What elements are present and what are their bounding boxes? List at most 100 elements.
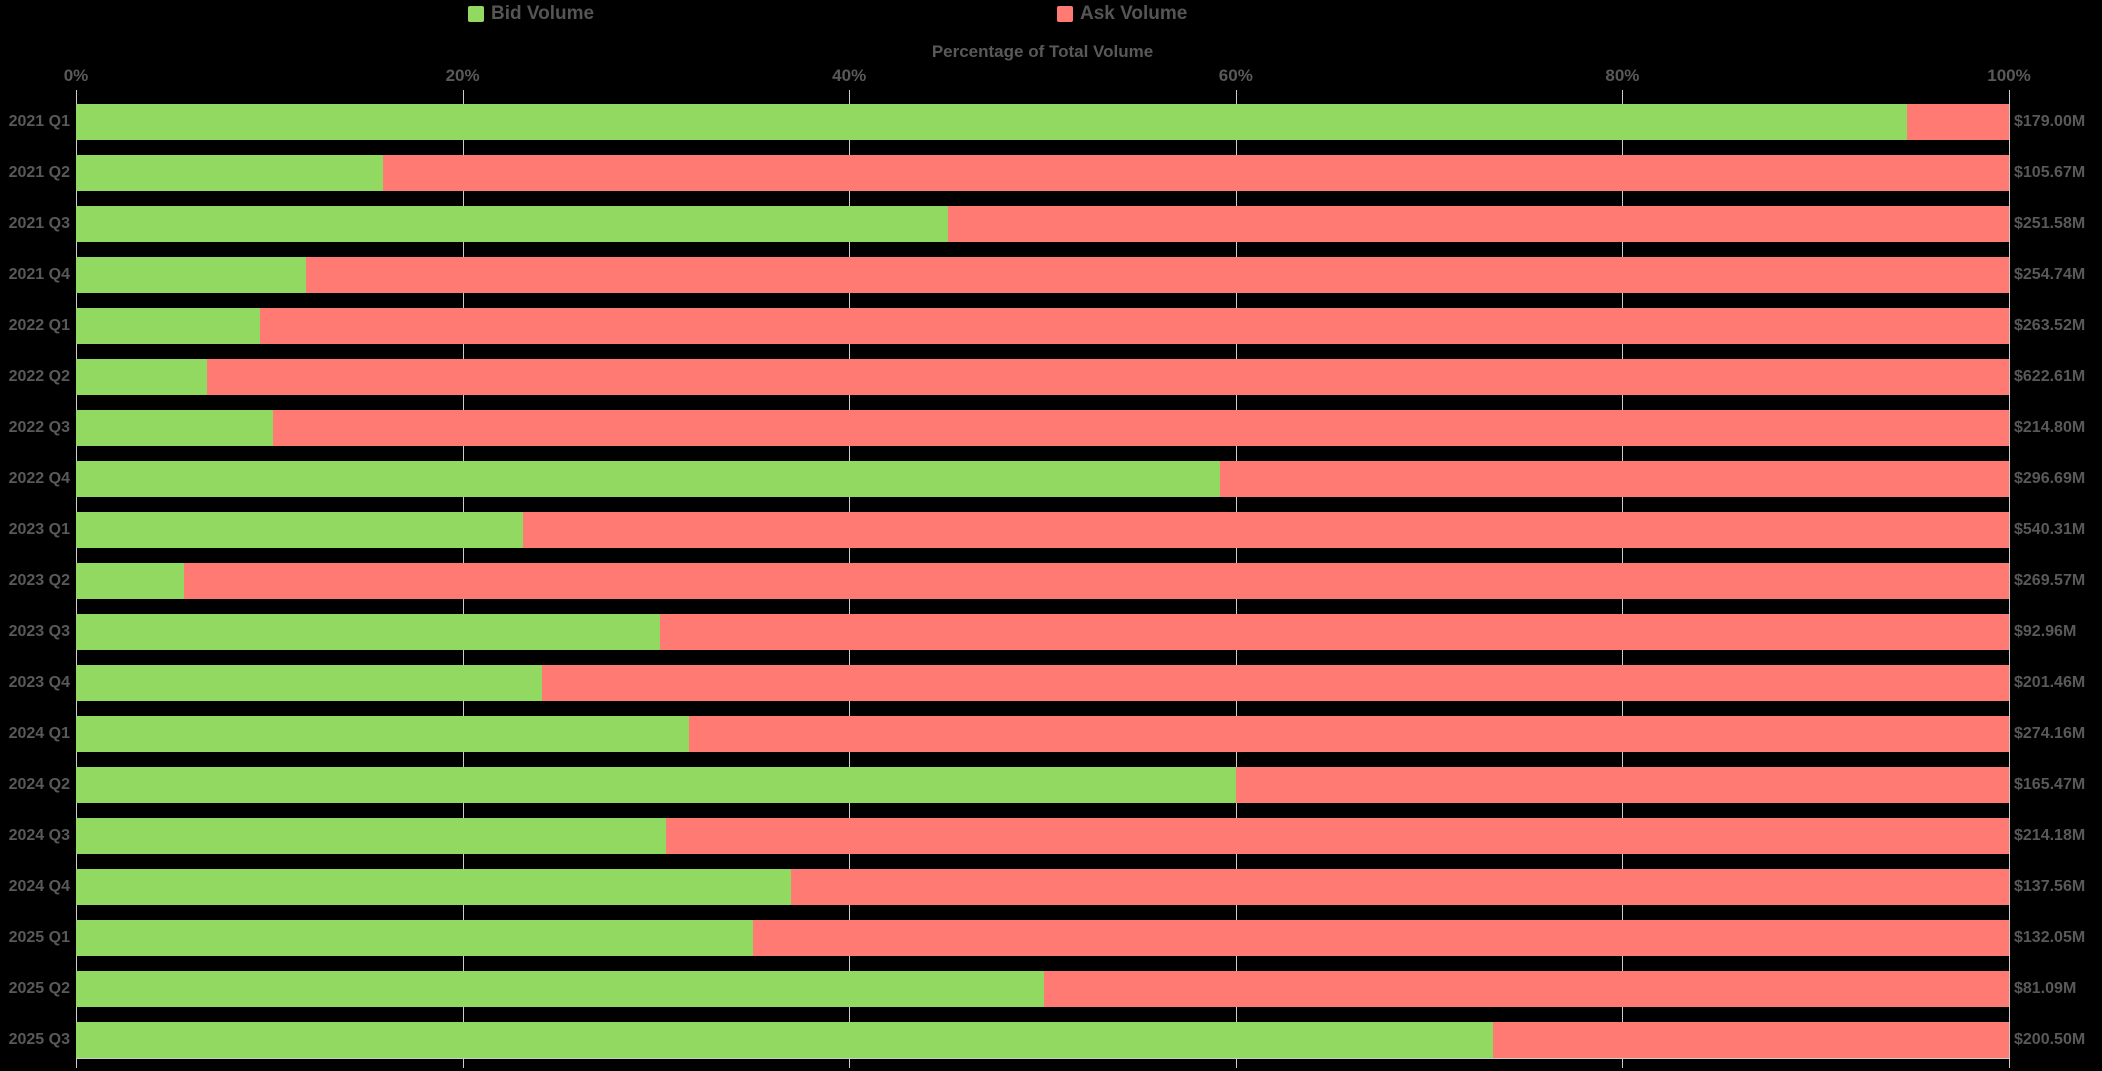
bid-bar-segment[interactable] <box>76 410 273 446</box>
ask-bar-segment[interactable] <box>948 206 2009 242</box>
x-tick-label: 0% <box>63 66 89 85</box>
bid-bar-segment[interactable] <box>76 665 542 701</box>
x-axis-title: Percentage of Total Volume <box>931 42 1154 61</box>
total-value-label: $251.58M <box>2014 215 2086 232</box>
total-value-label: $269.57M <box>2014 572 2086 589</box>
ask-volume-swatch-icon <box>1057 6 1073 22</box>
row-label: 2025 Q3 <box>8 1031 70 1048</box>
ask-volume-legend-label: Ask Volume <box>1080 3 1188 24</box>
ask-bar-segment[interactable] <box>753 920 2009 956</box>
total-value-label: $179.00M <box>2014 113 2086 130</box>
axis-tick-nub <box>849 1059 850 1068</box>
bid-bar-segment[interactable] <box>76 308 260 344</box>
x-tick-label: 80% <box>1605 66 1640 85</box>
x-axis-line <box>76 1058 2010 1059</box>
bid-volume-legend-label: Bid Volume <box>491 3 595 24</box>
legend-item-bid-volume[interactable]: Bid Volume <box>468 2 594 26</box>
bid-bar-segment[interactable] <box>76 614 660 650</box>
ask-bar-segment[interactable] <box>523 512 2009 548</box>
x-tick-label: 60% <box>1218 66 1253 85</box>
total-value-label: $165.47M <box>2014 776 2086 793</box>
x-tick-label: 40% <box>832 66 867 85</box>
total-value-label: $274.16M <box>2014 725 2086 742</box>
bid-bar-segment[interactable] <box>76 257 306 293</box>
bid-bar-segment[interactable] <box>76 104 1907 140</box>
row-label: 2024 Q4 <box>8 878 70 895</box>
ask-bar-segment[interactable] <box>207 359 2009 395</box>
total-value-label: $540.31M <box>2014 521 2086 538</box>
total-value-label: $254.74M <box>2014 266 2086 283</box>
bid-bar-segment[interactable] <box>76 461 1220 497</box>
x-tick-mark <box>849 90 850 104</box>
total-value-label: $105.67M <box>2014 164 2086 181</box>
ask-bar-segment[interactable] <box>383 155 2009 191</box>
ask-bar-segment[interactable] <box>689 716 2009 752</box>
bid-bar-segment[interactable] <box>76 920 753 956</box>
ask-bar-segment[interactable] <box>273 410 2009 446</box>
row-label: 2025 Q1 <box>8 929 70 946</box>
row-label: 2022 Q3 <box>8 419 70 436</box>
total-value-label: $622.61M <box>2014 368 2086 385</box>
ask-bar-segment[interactable] <box>1236 767 2009 803</box>
x-tick-label: 20% <box>445 66 480 85</box>
row-label: 2023 Q4 <box>8 674 70 691</box>
x-tick-mark <box>463 90 464 104</box>
x-tick-mark <box>76 90 77 104</box>
total-value-label: $201.46M <box>2014 674 2086 691</box>
axis-tick-nub <box>2009 1059 2010 1068</box>
axis-tick-nub <box>463 1059 464 1068</box>
ask-bar-segment[interactable] <box>666 818 2009 854</box>
ask-bar-segment[interactable] <box>184 563 2009 599</box>
ask-bar-segment[interactable] <box>1907 104 2009 140</box>
row-label: 2022 Q4 <box>8 470 70 487</box>
bid-bar-segment[interactable] <box>76 767 1236 803</box>
bid-bar-segment[interactable] <box>76 716 689 752</box>
total-value-label: $214.80M <box>2014 419 2086 436</box>
x-tick-mark <box>2009 90 2010 104</box>
total-value-label: $200.50M <box>2014 1031 2086 1048</box>
total-value-label: $137.56M <box>2014 878 2086 895</box>
ask-bar-segment[interactable] <box>660 614 2009 650</box>
bid-bar-segment[interactable] <box>76 155 383 191</box>
ask-bar-segment[interactable] <box>791 869 2009 905</box>
x-tick-label: 100% <box>1987 66 2031 85</box>
bid-bar-segment[interactable] <box>76 971 1044 1007</box>
row-label: 2021 Q4 <box>8 266 70 283</box>
row-label: 2022 Q2 <box>8 368 70 385</box>
total-value-label: $132.05M <box>2014 929 2086 946</box>
bid-bar-segment[interactable] <box>76 563 184 599</box>
row-label: 2023 Q1 <box>8 521 70 538</box>
bid-bar-segment[interactable] <box>76 512 523 548</box>
axis-tick-nub <box>1236 1059 1237 1068</box>
row-label: 2022 Q1 <box>8 317 70 334</box>
gridline <box>2009 104 2010 1058</box>
ask-bar-segment[interactable] <box>542 665 2009 701</box>
total-value-label: $214.18M <box>2014 827 2086 844</box>
row-label: 2024 Q2 <box>8 776 70 793</box>
row-label: 2021 Q3 <box>8 215 70 232</box>
axis-tick-nub <box>76 1059 77 1068</box>
x-tick-mark <box>1236 90 1237 104</box>
row-label: 2025 Q2 <box>8 980 70 997</box>
row-label: 2023 Q3 <box>8 623 70 640</box>
row-label: 2023 Q2 <box>8 572 70 589</box>
row-label: 2021 Q1 <box>8 113 70 130</box>
ask-bar-segment[interactable] <box>1044 971 2009 1007</box>
ask-bar-segment[interactable] <box>306 257 2009 293</box>
bid-bar-segment[interactable] <box>76 818 666 854</box>
bid-bar-segment[interactable] <box>76 869 791 905</box>
row-label: 2024 Q3 <box>8 827 70 844</box>
ask-bar-segment[interactable] <box>260 308 2009 344</box>
x-tick-mark <box>1622 90 1623 104</box>
row-label: 2024 Q1 <box>8 725 70 742</box>
bid-volume-swatch-icon <box>468 6 484 22</box>
total-value-label: $81.09M <box>2014 980 2077 997</box>
bid-bar-segment[interactable] <box>76 1022 1493 1058</box>
bid-bar-segment[interactable] <box>76 359 207 395</box>
row-label: 2021 Q2 <box>8 164 70 181</box>
bid-bar-segment[interactable] <box>76 206 948 242</box>
ask-bar-segment[interactable] <box>1220 461 2009 497</box>
ask-bar-segment[interactable] <box>1493 1022 2009 1058</box>
legend-item-ask-volume[interactable]: Ask Volume <box>1057 2 1187 26</box>
